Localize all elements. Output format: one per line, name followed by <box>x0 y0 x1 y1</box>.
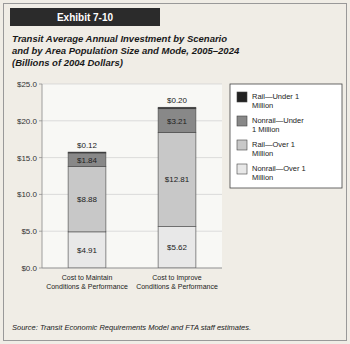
bars <box>68 107 196 268</box>
bar-segment <box>158 107 196 108</box>
data-label: $12.81 <box>165 175 190 184</box>
legend-swatch <box>237 140 247 150</box>
legend-box <box>230 84 342 188</box>
legend-swatch <box>237 164 247 174</box>
y-tick <box>39 84 42 85</box>
legend-label-line: Million <box>252 173 273 182</box>
data-label: $5.62 <box>167 243 188 252</box>
legend-swatch <box>237 92 247 102</box>
bar-segment <box>68 152 106 154</box>
x-tick-label-line: Conditions & Performance <box>136 283 218 290</box>
legend-label-line: Million <box>252 149 273 158</box>
grid-line <box>42 268 222 269</box>
bar-segment <box>158 109 196 133</box>
x-tick-label: Cost to Maintain Conditions & Performance <box>46 274 128 290</box>
exhibit-box <box>10 8 160 26</box>
x-tick-label: Cost to ImproveConditions & Performance <box>136 274 218 290</box>
title-line: and by Area Population Size and Mode, 20… <box>12 45 240 56</box>
y-tick <box>39 231 42 232</box>
x-tick-label-line: Conditions & Performance <box>46 283 128 290</box>
legend-label-line: 1 Million <box>252 125 280 134</box>
data-labels: $4.91 $5.62 $8.88 $12.81 $1.84 $3.21 $0.12 $0.2… <box>77 96 190 255</box>
legend-label: Nonrail—Under1 Million <box>252 116 304 134</box>
data-label: $1.84 <box>77 156 98 165</box>
y-tick-label: $25.0 <box>17 80 38 89</box>
legend-label-line: Rail—Over 1 <box>252 140 295 149</box>
chart: Exhibit 7-10 Transit Average Annual Inves… <box>0 0 350 344</box>
legend-label: Rail—Over 1Million <box>252 140 295 158</box>
plot-background <box>42 84 222 268</box>
legend-label-line: Rail—Under 1 <box>252 92 299 101</box>
x-tick-label-line: Cost to Improve <box>152 274 202 282</box>
source-note: Source: Transit Economic Requirements Mo… <box>12 323 251 332</box>
y-tick-label: $20.0 <box>17 117 38 126</box>
page-border <box>4 4 347 341</box>
y-tick <box>39 268 42 269</box>
title-line: Transit Average Annual Investment by Sce… <box>12 33 227 44</box>
legend-label-line: Nonrail—Under <box>252 116 304 125</box>
legend-label-line: Nonrail—Over 1 <box>252 164 306 173</box>
bar-segment <box>158 132 196 226</box>
exhibit-label: Exhibit 7-10 <box>57 12 114 23</box>
data-label: $4.91 <box>77 246 98 255</box>
y-tick-label: $5.0 <box>21 227 37 236</box>
y-axis <box>42 84 43 268</box>
y-tick <box>39 194 42 195</box>
bar-segment <box>158 227 196 268</box>
bar-segment <box>68 153 106 167</box>
data-label: $3.21 <box>167 117 188 126</box>
legend-swatch <box>237 116 247 126</box>
x-tick-label-line: Cost to Maintain <box>62 274 113 281</box>
grid-line <box>42 84 222 85</box>
y-tick <box>39 120 42 121</box>
legend-label-line: Million <box>252 101 273 110</box>
bar-segment <box>68 167 106 232</box>
x-axis <box>42 268 222 269</box>
subtitle: (Billions of 2004 Dollars) <box>12 57 123 68</box>
title: Transit Average Annual Investment by Sce… <box>12 33 240 56</box>
y-tick-label: $10.0 <box>17 190 38 199</box>
legend-label: Nonrail—Over 1Million <box>252 164 306 182</box>
bar-segment <box>68 232 106 268</box>
legend-label: Rail—Under 1Million <box>252 92 299 110</box>
data-label: $0.12 <box>77 141 98 150</box>
data-label: $0.20 <box>167 96 188 105</box>
data-label: $8.88 <box>77 195 98 204</box>
background <box>0 0 350 344</box>
y-tick-label: $15.0 <box>17 154 38 163</box>
y-tick <box>39 157 42 158</box>
y-tick-label: $0.0 <box>21 264 37 273</box>
